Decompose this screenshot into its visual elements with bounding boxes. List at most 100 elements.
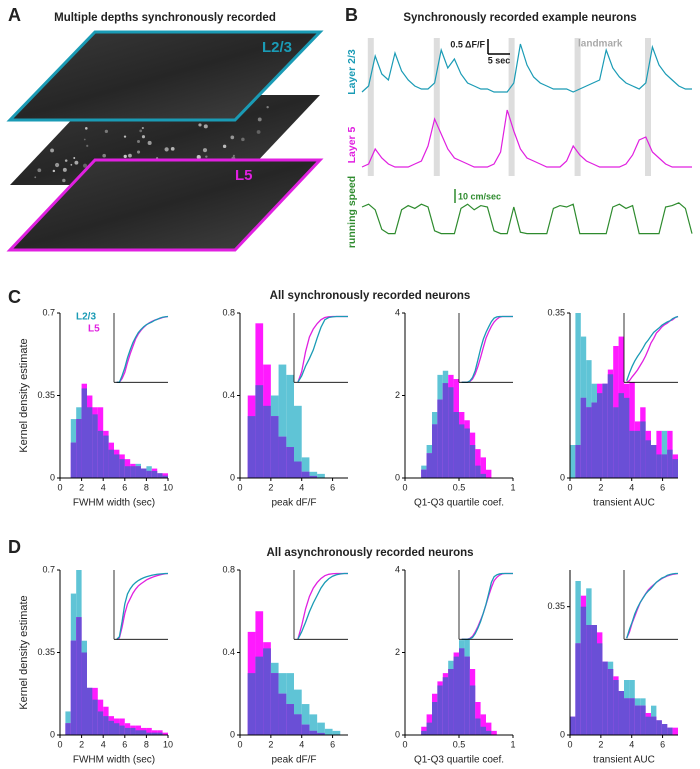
hist-overlap [586,407,592,478]
hist-overlap [141,730,147,735]
hist-overlap [640,705,646,735]
y-tick-label: 0 [395,729,400,739]
y-tick-label: 4 [395,564,400,574]
y-axis-label: Kernel density estimate [18,338,30,452]
speckle [164,147,169,152]
y-tick-label: 2 [395,647,400,657]
hist-overlap [453,412,459,478]
hist-bar [294,689,302,735]
speckle [55,162,60,168]
hist-overlap [580,397,587,478]
hist-overlap [459,648,465,735]
y-tick-label: 0.35 [37,647,55,657]
speckle [74,160,79,165]
hist-overlap [656,454,662,478]
speckle [230,135,235,140]
x-tick-label: 1 [510,739,515,749]
speckle [70,163,73,166]
speckle [50,148,55,153]
inset-bg [294,313,348,383]
hist-bar [317,722,325,735]
plane-l5 [6,158,324,252]
hist-overlap [255,656,264,735]
hist-overlap [286,704,294,735]
hist-overlap [421,469,427,478]
y-tick-label: 0.35 [547,601,565,611]
hist-bar [491,730,497,735]
hist-bar [324,728,333,735]
x-tick-label: 6 [660,482,665,492]
y-tick-label: 0.4 [222,647,235,657]
layer-label: L5 [235,167,253,184]
hist-overlap [286,447,294,478]
hist-overlap [475,718,481,735]
x-axis-label: transient AUC [593,498,655,509]
trace-label: Layer 2/3 [346,49,358,95]
x-tick-label: 0 [567,739,572,749]
x-axis-label: Q1-Q3 quartile coef. [414,755,504,766]
hist-overlap [70,640,77,735]
y-tick-label: 0.35 [37,390,55,400]
speckle [202,148,208,153]
speckle [198,123,202,127]
x-tick-label: 4 [299,739,304,749]
hist-overlap [448,387,454,478]
x-tick-label: 6 [122,482,127,492]
hist-overlap [486,730,492,735]
x-tick-label: 0 [57,739,62,749]
x-axis-label: peak dF/F [271,755,316,766]
y-tick-label: 0 [50,472,55,482]
layer-label: L2/3 [262,39,292,56]
hist-overlap [448,669,454,735]
hist-overlap [247,416,256,478]
x-axis-label: Q1-Q3 quartile coef. [414,498,504,509]
y-tick-label: 0.4 [222,390,235,400]
y-tick-label: 0 [395,472,400,482]
hist-overlap [618,691,624,735]
hist-bar [475,449,481,478]
hist-overlap [141,468,147,478]
hist-overlap [469,685,476,735]
hist-overlap [97,430,104,478]
hist-overlap [247,673,256,735]
hist-overlap [309,730,318,735]
hist-bar [301,704,310,735]
legend-entry: L2/3 [76,312,96,323]
x-axis-label: transient AUC [593,755,655,766]
hist-overlap [480,473,486,478]
y-tick-label: 0 [50,729,55,739]
hist-overlap [114,454,120,478]
x-tick-label: 1 [510,482,515,492]
hist-overlap [65,723,71,735]
x-tick-label: 2 [598,482,603,492]
hist-bar [151,730,158,735]
x-axis-label: FWHM width (sec) [73,498,155,509]
scale-label: 10 cm/sec [458,191,501,201]
inset-cdf [116,572,169,640]
inset-cdf [297,315,348,383]
hist-bar [629,364,635,478]
hist-overlap [661,724,668,735]
hist-overlap [613,680,619,735]
hist-overlap [591,402,597,478]
hist-overlap [624,397,630,478]
speckle [139,129,143,133]
hist-overlap [263,648,271,735]
y-tick-label: 0.35 [547,307,565,317]
hist-overlap [597,393,603,478]
hist-overlap [119,459,125,478]
speckle [123,135,127,138]
hist-overlap [607,669,614,735]
hist-bar [162,732,168,735]
speckle [62,167,67,172]
speckle [73,157,76,159]
hist-bar [480,457,486,478]
hist-overlap [651,716,657,735]
hist-overlap [87,687,93,735]
hist-overlap [437,399,443,478]
hist-overlap [421,730,427,735]
hist-overlap [442,383,449,478]
hist-overlap [602,661,608,735]
speckle [147,140,152,145]
hist-overlap [81,652,87,735]
